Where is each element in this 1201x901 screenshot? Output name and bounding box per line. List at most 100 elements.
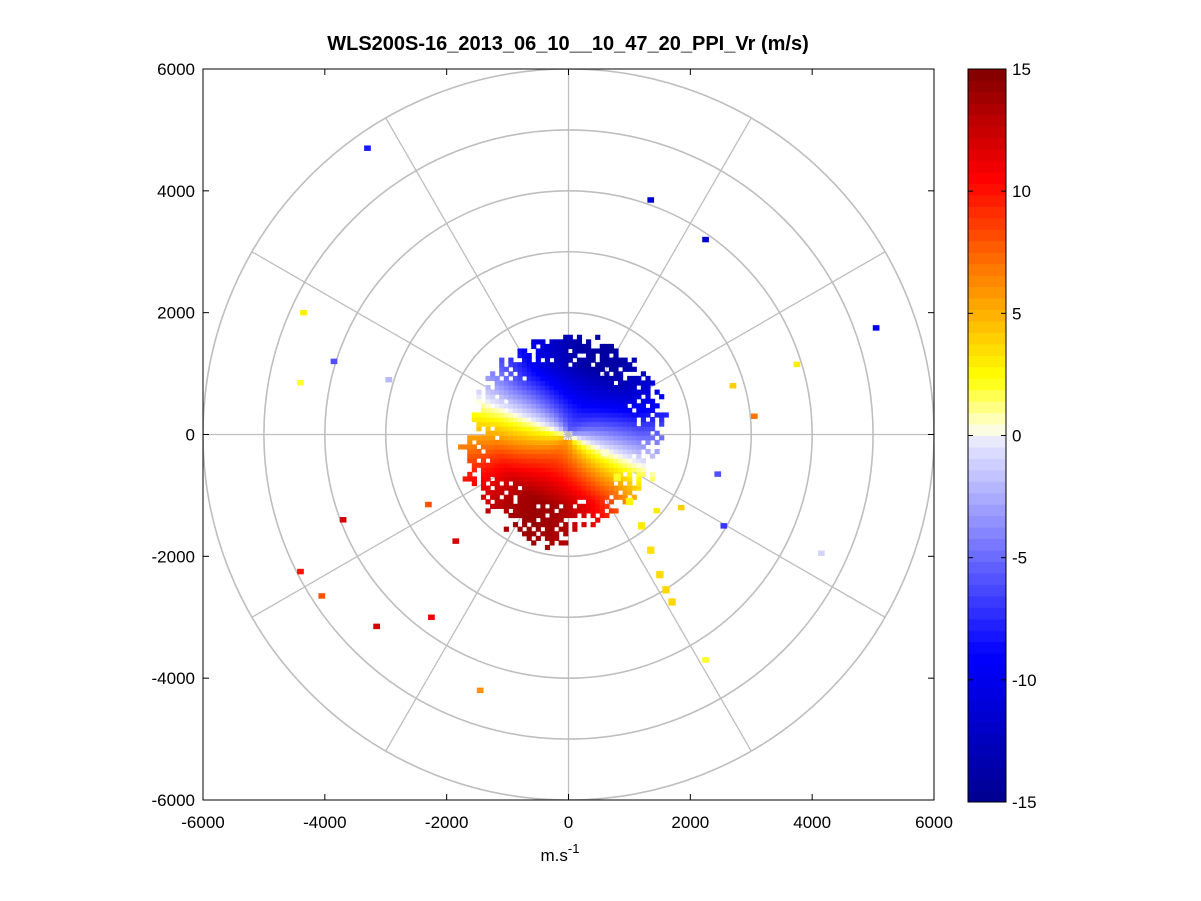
velocity-cell	[554, 357, 560, 363]
velocity-cell	[540, 385, 546, 391]
velocity-cell	[522, 503, 528, 509]
colorbar-band	[968, 664, 1006, 677]
velocity-cell	[517, 503, 523, 509]
velocity-cell	[590, 435, 596, 441]
velocity-cell	[636, 380, 642, 386]
velocity-cell	[586, 421, 592, 427]
velocity-cell	[480, 458, 487, 464]
velocity-cell	[471, 412, 477, 418]
velocity-cell	[572, 362, 578, 368]
velocity-cell	[631, 398, 637, 404]
velocity-cell	[608, 412, 615, 418]
velocity-cell	[467, 448, 473, 455]
velocity-cell	[608, 357, 615, 363]
velocity-cell	[595, 426, 601, 432]
y-tick-label: -4000	[152, 669, 195, 688]
velocity-cell	[503, 421, 509, 427]
velocity-cell	[581, 480, 587, 487]
velocity-cell	[613, 389, 619, 395]
velocity-cell	[503, 503, 509, 509]
velocity-cell	[544, 398, 551, 404]
velocity-cell	[576, 426, 583, 432]
velocity-cell	[522, 471, 528, 477]
velocity-cell	[535, 522, 541, 528]
velocity-cell	[581, 426, 587, 432]
velocity-cell	[549, 512, 555, 519]
velocity-cell	[595, 403, 601, 409]
velocity-cell	[531, 490, 537, 496]
velocity-cell	[490, 435, 496, 441]
velocity-cell	[627, 485, 633, 491]
colorbar-band	[968, 343, 1006, 356]
velocity-cell	[540, 444, 546, 450]
colorbar-band	[968, 767, 1006, 780]
velocity-cell	[512, 421, 519, 427]
velocity-cell	[572, 471, 578, 477]
velocity-cell	[558, 485, 564, 491]
velocity-cell	[590, 485, 596, 491]
velocity-cell	[526, 535, 532, 541]
velocity-cell	[517, 435, 523, 441]
velocity-cell	[540, 398, 546, 404]
velocity-cell	[581, 412, 587, 418]
velocity-cell	[512, 480, 519, 487]
velocity-cell	[599, 485, 605, 491]
velocity-cell	[581, 362, 587, 368]
velocity-cell	[558, 430, 564, 436]
velocity-cell	[654, 403, 660, 409]
velocity-cell	[554, 531, 560, 537]
velocity-cell	[636, 448, 642, 455]
velocity-cell	[563, 476, 569, 482]
velocity-cell	[526, 430, 532, 436]
velocity-cell	[631, 389, 637, 395]
velocity-cell	[544, 353, 551, 359]
velocity-cell	[617, 430, 624, 436]
velocity-cell	[517, 371, 523, 377]
velocity-cell	[512, 462, 519, 468]
velocity-cell	[540, 503, 546, 509]
velocity-cell	[522, 380, 528, 386]
velocity-cell	[586, 426, 592, 432]
velocity-cell	[544, 348, 551, 354]
velocity-cell	[567, 385, 573, 391]
velocity-cell	[540, 375, 546, 382]
velocity-cell	[531, 540, 537, 546]
velocity-cell	[627, 462, 633, 468]
velocity-cell	[554, 522, 560, 528]
return-point	[702, 657, 709, 663]
velocity-cell	[522, 357, 528, 363]
velocity-cell	[526, 453, 532, 459]
velocity-cell	[508, 494, 514, 500]
velocity-cell	[522, 512, 528, 519]
velocity-cell	[595, 476, 601, 482]
velocity-cell	[554, 362, 560, 368]
velocity-cell	[563, 389, 569, 395]
velocity-cell	[608, 508, 615, 514]
velocity-cell	[572, 453, 578, 459]
velocity-cell	[636, 430, 642, 436]
velocity-cell	[604, 357, 610, 363]
velocity-cell	[517, 353, 523, 359]
velocity-cell	[617, 421, 624, 427]
velocity-cell	[599, 407, 605, 414]
velocity-cell	[608, 421, 615, 427]
velocity-cell	[471, 453, 477, 459]
velocity-cell	[494, 499, 500, 505]
velocity-cell	[517, 398, 523, 404]
velocity-cell	[586, 371, 592, 377]
velocity-cell	[640, 412, 647, 418]
velocity-cell	[636, 389, 642, 395]
velocity-cell	[631, 439, 637, 445]
velocity-cell	[554, 476, 560, 482]
velocity-cell	[558, 375, 564, 382]
velocity-cell	[467, 439, 473, 445]
velocity-cell	[517, 480, 523, 487]
velocity-cell	[563, 462, 569, 468]
velocity-cell	[499, 490, 505, 496]
velocity-cell	[595, 490, 601, 496]
velocity-cell	[627, 448, 633, 455]
colorbar-band	[968, 69, 1006, 81]
velocity-cell	[540, 430, 546, 436]
velocity-cell	[458, 444, 464, 450]
velocity-cell	[554, 435, 560, 441]
